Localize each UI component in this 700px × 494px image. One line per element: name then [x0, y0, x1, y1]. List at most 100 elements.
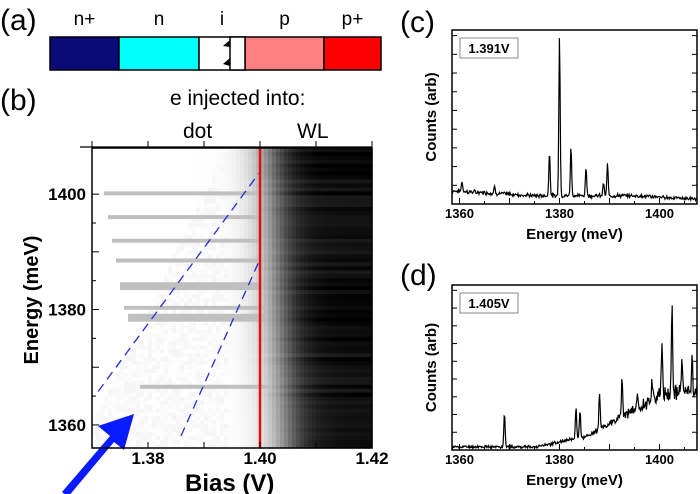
heatmap-cell [252, 400, 257, 406]
heatmap-cell [308, 353, 313, 358]
heatmap-cell [348, 278, 353, 283]
heatmap-cell [244, 183, 249, 188]
heatmap-cell [304, 337, 309, 342]
heatmap-cell [368, 199, 373, 204]
heatmap-cell [276, 298, 281, 303]
heatmap-cell [196, 388, 201, 394]
heatmap-cell [304, 420, 309, 425]
heatmap-cell [292, 211, 297, 216]
heatmap-cell [244, 238, 249, 244]
heatmap-cell [128, 223, 133, 228]
heatmap-cell [280, 238, 285, 244]
heatmap-cell [324, 223, 329, 228]
heatmap-cell [148, 329, 153, 335]
heatmap-cell [280, 223, 285, 228]
heatmap-cell [252, 424, 257, 429]
heatmap-cell [172, 254, 177, 260]
heatmap-cell [300, 171, 305, 177]
heatmap-cell [116, 250, 121, 256]
heatmap-cell [104, 207, 109, 212]
heatmap-cell [164, 199, 169, 204]
heatmap-cell [120, 400, 125, 406]
heatmap-cell [124, 357, 129, 362]
heatmap-cell [368, 321, 373, 327]
heatmap-cell [300, 230, 305, 236]
heatmap-cell [244, 317, 249, 323]
heatmap-cell [168, 365, 173, 370]
heatmap-cell [360, 238, 365, 244]
heatmap-cell [264, 167, 269, 173]
heatmap-cell [312, 207, 317, 212]
heatmap-cell [156, 207, 161, 212]
heatmap-cell [308, 349, 313, 354]
heatmap-cell [360, 404, 365, 410]
heatmap-cell [208, 199, 213, 204]
heatmap-cell [276, 163, 281, 169]
heatmap-cell [292, 321, 297, 327]
heatmap-cell [332, 175, 337, 181]
heatmap-cell [332, 384, 337, 390]
heatmap-cell [160, 148, 165, 153]
heatmap-cell [140, 384, 145, 390]
heatmap-cell [288, 155, 293, 161]
heatmap-cell [224, 384, 229, 390]
heatmap-cell [152, 309, 157, 315]
heatmap-cell [240, 337, 245, 342]
heatmap-cell [204, 333, 209, 338]
heatmap-cell [260, 396, 265, 402]
heatmap-cell [292, 234, 297, 240]
heatmap-cell [240, 376, 245, 382]
heatmap-cell [332, 234, 337, 240]
heatmap-cell [268, 258, 273, 263]
heatmap-cell [160, 179, 165, 185]
heatmap-cell [160, 345, 165, 350]
heatmap-cell [176, 380, 181, 386]
heatmap-cell [112, 349, 117, 354]
heatmap-cell [96, 270, 101, 275]
quantum-dot-layer [229, 36, 246, 71]
heatmap-cell [360, 258, 365, 263]
heatmap-cell [224, 373, 229, 378]
heatmap-cell [92, 163, 97, 169]
heatmap-cell [272, 163, 277, 169]
heatmap-cell [124, 309, 129, 315]
heatmap-cell [300, 155, 305, 161]
heatmap-cell [172, 309, 177, 315]
heatmap-cell [100, 313, 105, 319]
heatmap-cell [216, 313, 221, 319]
heatmap-cell [136, 384, 141, 390]
heatmap-cell [252, 171, 257, 177]
heatmap-cell [176, 396, 181, 402]
heatmap-cell [228, 384, 233, 390]
heatmap-cell [256, 412, 261, 417]
heatmap-cell [280, 286, 285, 291]
heatmap-cell [116, 369, 121, 374]
heatmap-cell [148, 278, 153, 283]
heatmap-cell [104, 388, 109, 394]
heatmap-cell [196, 424, 201, 429]
heatmap-cell [92, 404, 97, 410]
heatmap-cell [356, 238, 361, 244]
heatmap-cell [248, 211, 253, 216]
heatmap-cell [112, 270, 117, 275]
heatmap-cell [124, 400, 129, 406]
heatmap-cell [316, 282, 321, 287]
heatmap-cell [156, 250, 161, 256]
heatmap-cell [180, 404, 185, 410]
heatmap-cell [296, 179, 301, 185]
heatmap-cell [148, 400, 153, 406]
heatmap-cell [276, 238, 281, 244]
heatmap-cell [204, 313, 209, 319]
heatmap-cell [284, 151, 289, 157]
heatmap-cell [140, 207, 145, 212]
heatmap-cell [92, 179, 97, 185]
heatmap-cell [344, 305, 349, 311]
heatmap-cell [356, 262, 361, 267]
heatmap-cell [172, 294, 177, 299]
heatmap-cell [328, 175, 333, 181]
heatmap-cell [276, 274, 281, 279]
heatmap-cell [360, 388, 365, 394]
heatmap-cell [212, 207, 217, 212]
heatmap-cell [332, 183, 337, 188]
heatmap-cell [260, 211, 265, 216]
